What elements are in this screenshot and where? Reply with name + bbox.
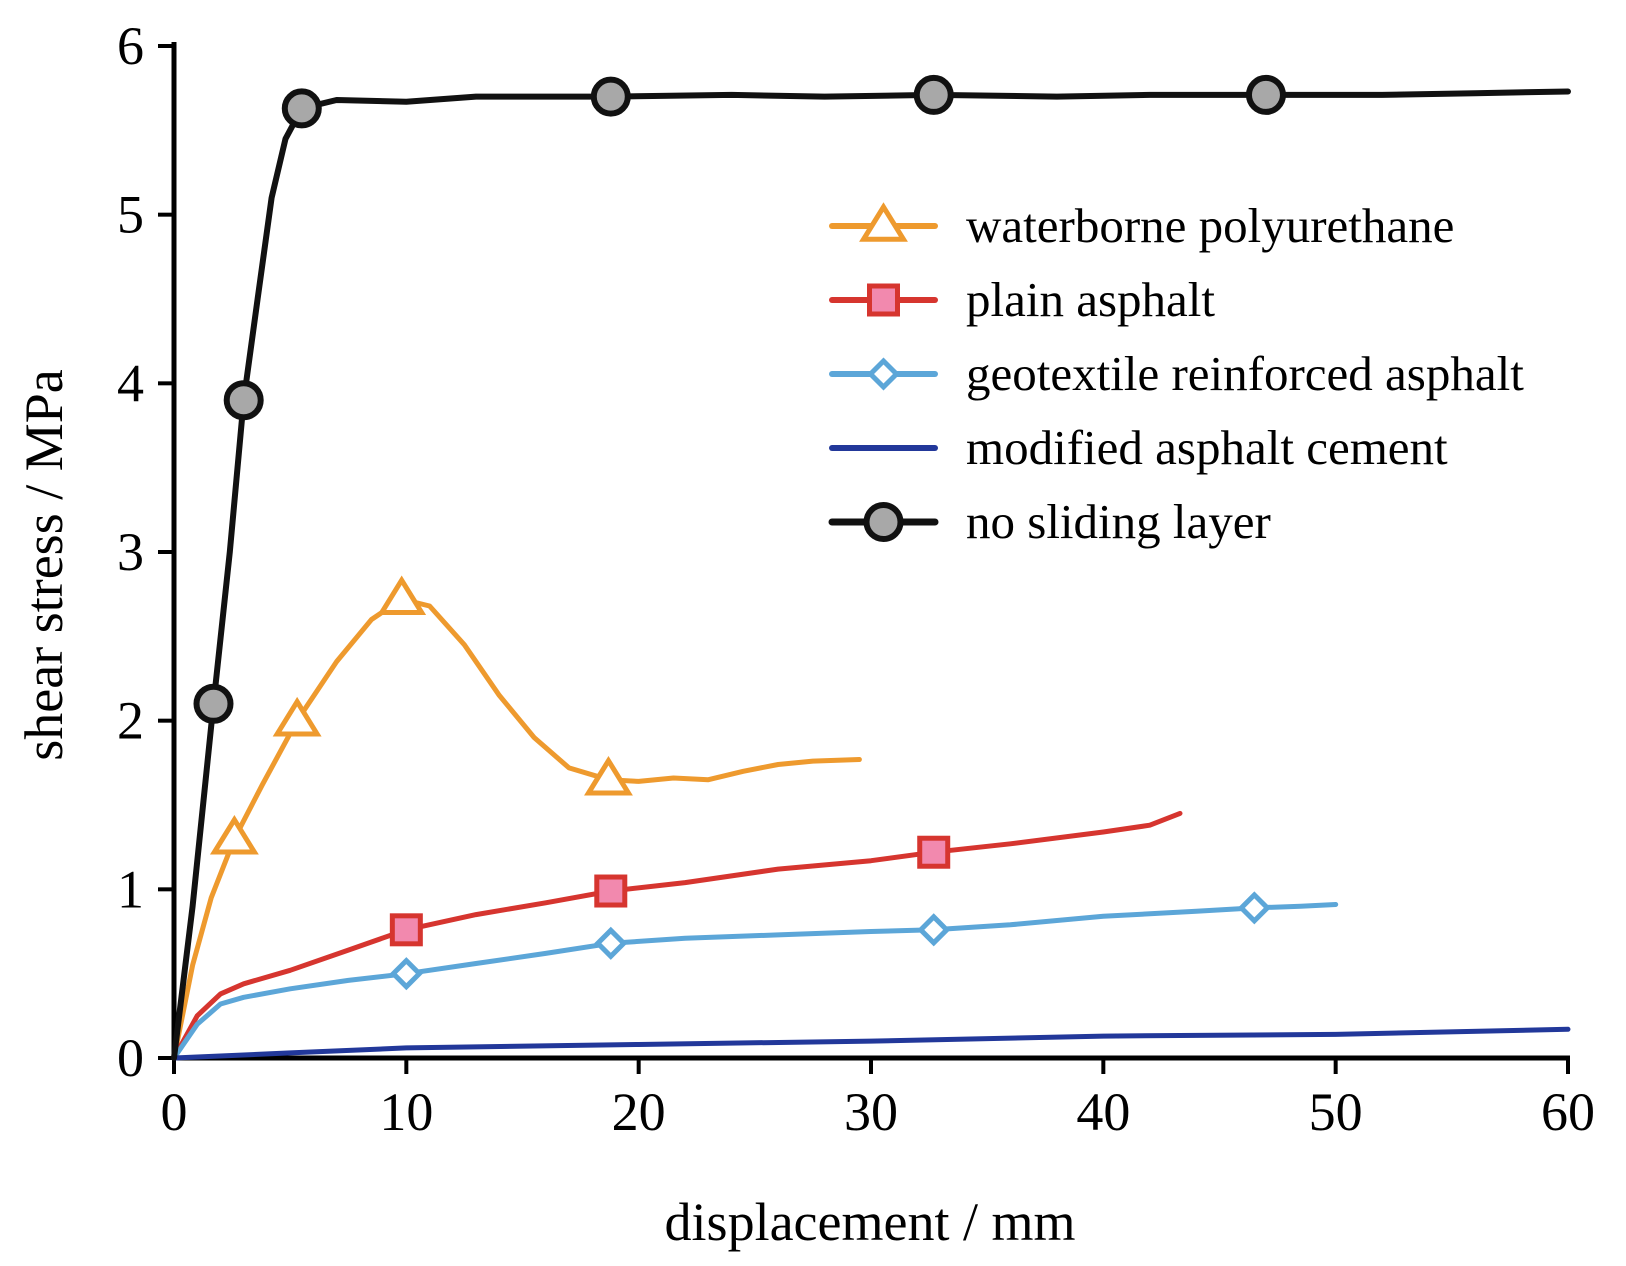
data-point-geotextile-reinforced-asphalt (594, 926, 628, 960)
legend-marker-swatch (866, 357, 901, 391)
legend-marker-swatch (867, 283, 900, 317)
axis-ticks: 0 10 20 30 40 50 60 0 1 2 3 4 5 6 (117, 16, 1595, 1142)
legend-label: geotextile reinforced asphalt (966, 346, 1524, 401)
legend-item-no-sliding-layer: no sliding layer (828, 494, 1271, 549)
data-point-plain-asphalt (389, 913, 423, 947)
legend-marker-swatch (859, 202, 908, 242)
x-tick-label: 60 (1541, 1082, 1595, 1142)
y-tick-label: 3 (117, 522, 144, 582)
x-tick-label: 30 (844, 1082, 898, 1142)
legend-item-plain-asphalt: plain asphalt (829, 272, 1215, 327)
data-point-waterborne-polyurethane (209, 814, 259, 855)
series-markers (193, 74, 1286, 991)
axes (171, 42, 1570, 1061)
data-point-geotextile-reinforced-asphalt (917, 913, 951, 947)
legend-label: waterborne polyurethane (966, 198, 1454, 253)
legend-item-waterborne-polyurethane: waterborne polyurethane (829, 198, 1454, 253)
series-line-plain-asphalt (171, 810, 1183, 1061)
data-point-plain-asphalt (917, 835, 951, 869)
data-point-geotextile-reinforced-asphalt (1237, 891, 1271, 925)
y-axis-title: shear stress / MPa (14, 369, 74, 760)
series-lines (171, 88, 1571, 1061)
data-point-no-sliding-layer (913, 74, 954, 115)
legend-label: no sliding layer (966, 494, 1271, 549)
y-tick-label: 0 (117, 1028, 144, 1088)
data-point-plain-asphalt (594, 874, 628, 908)
series-line-no-sliding-layer (171, 88, 1571, 1061)
y-tick-label: 6 (117, 16, 144, 76)
data-point-no-sliding-layer (590, 76, 631, 117)
x-tick-label: 40 (1076, 1082, 1130, 1142)
x-tick-label: 20 (612, 1082, 666, 1142)
data-point-no-sliding-layer (193, 683, 234, 724)
y-tick-label: 5 (117, 185, 144, 245)
legend-item-modified-asphalt-cement: modified asphalt cement (829, 420, 1448, 475)
x-tick-label: 10 (379, 1082, 433, 1142)
legend-item-geotextile-reinforced-asphalt: geotextile reinforced asphalt (829, 346, 1524, 401)
data-point-no-sliding-layer (223, 380, 264, 421)
data-point-no-sliding-layer (281, 88, 322, 129)
x-tick-label: 50 (1309, 1082, 1363, 1142)
series-line-waterborne-polyurethane (171, 596, 862, 1061)
data-point-waterborne-polyurethane (272, 696, 322, 737)
series-line-modified-asphalt-cement (171, 1026, 1571, 1061)
legend-label: plain asphalt (966, 272, 1215, 327)
legend-marker-swatch (863, 502, 904, 542)
x-tick-label: 0 (161, 1082, 188, 1142)
y-tick-label: 1 (117, 859, 144, 919)
data-point-waterborne-polyurethane (584, 755, 633, 796)
x-axis-title: displacement / mm (665, 1192, 1076, 1252)
y-tick-label: 4 (117, 353, 144, 413)
legend-label: modified asphalt cement (966, 420, 1448, 475)
data-point-no-sliding-layer (1245, 74, 1286, 115)
series-line-geotextile-reinforced-asphalt (171, 902, 1339, 1061)
legend: waterborne polyurethane plain asphalt geot… (828, 198, 1524, 549)
y-tick-label: 2 (117, 691, 144, 751)
data-point-waterborne-polyurethane (377, 575, 427, 616)
data-point-geotextile-reinforced-asphalt (389, 957, 423, 991)
